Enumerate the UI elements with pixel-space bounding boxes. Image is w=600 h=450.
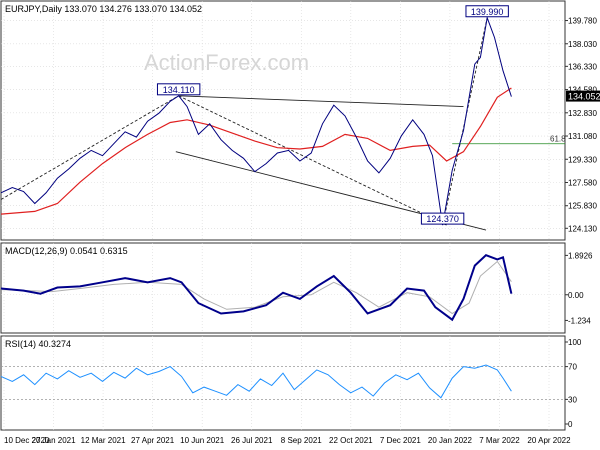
macd-axis-ticks: 1.8926 0.00 -1.234 [565, 251, 593, 325]
y-tick-label: 131.080 [568, 132, 597, 141]
y-tick-label: 125.830 [568, 202, 597, 211]
y-tick-label: 30 [568, 395, 577, 404]
x-tick-label: 20 Jan 2022 [428, 436, 473, 445]
macd-panel: 1.8926 0.00 -1.234 MACD(12,26,9) 0.0541 0.… [0, 242, 593, 334]
price-annotation-label: 139.990 [471, 7, 504, 17]
y-tick-label: 134.580 [568, 86, 597, 95]
y-tick-label: 127.580 [568, 178, 597, 187]
y-tick-label: 136.330 [568, 62, 597, 71]
x-tick-label: 27 Apr 2021 [131, 436, 175, 445]
y-tick-label: 129.330 [568, 155, 597, 164]
x-tick-label: 8 Sep 2021 [281, 436, 322, 445]
x-tick-label: 20 Apr 2022 [527, 436, 571, 445]
macd-panel-title: MACD(12,26,9) 0.0541 0.6315 [5, 246, 128, 256]
y-tick-label: 100 [568, 338, 582, 347]
price-annotation-label: 134.110 [163, 85, 195, 95]
price-annotation-box [156, 83, 201, 96]
x-tick-label: 12 Mar 2021 [81, 436, 126, 445]
macd-signal-line [0, 260, 512, 315]
y-tick-label: 0.00 [568, 291, 584, 300]
y-tick-label: 124.130 [568, 224, 597, 233]
y-tick-label: 138.030 [568, 40, 597, 49]
x-tick-label: 27 Jan 2021 [32, 436, 77, 445]
price-annotation-box [465, 5, 509, 18]
y-tick-label: 0 [568, 420, 573, 429]
price-annotation-box [420, 212, 465, 225]
x-tick-label: 26 Jul 2021 [231, 436, 273, 445]
rsi-line [0, 364, 512, 399]
price-panel-title: EURJPY,Daily 133.070 134.276 133.070 134… [5, 4, 202, 14]
x-tick-label: 22 Oct 2021 [329, 436, 373, 445]
rsi-panel: 100 70 30 0 RSI(14) 40.3274 [0, 335, 582, 431]
rsi-axis-ticks: 100 70 30 0 [565, 338, 582, 429]
price-axis-ticks: 139.780 138.030 136.330 134.580 132.830 131.0… [565, 17, 597, 233]
price-grid [1, 1, 565, 240]
price-series-line [0, 15, 512, 226]
y-tick-label: 1.8926 [568, 251, 593, 260]
rsi-panel-title: RSI(14) 40.3274 [5, 339, 71, 349]
rsi-panel-frame [0, 335, 566, 431]
moving-average-line [0, 87, 512, 215]
x-tick-label: 10 Dec 2020 [4, 436, 50, 445]
y-tick-label: 70 [568, 363, 577, 372]
y-tick-label: 132.830 [568, 109, 597, 118]
price-panel-frame [0, 0, 566, 241]
macd-panel-frame [0, 242, 566, 334]
trendline [178, 95, 447, 226]
x-tick-label: 10 Jun 2021 [180, 436, 225, 445]
trendline [178, 95, 464, 108]
y-tick-label: -1.234 [568, 316, 591, 325]
price-panel: ActionForex.com 139.780 138.030 136.330 134… [0, 0, 600, 241]
y-tick-label: 139.780 [568, 17, 597, 26]
last-price-label: 134.052 [568, 92, 600, 102]
trendline [0, 95, 179, 200]
last-price-marker: 134.052 [566, 90, 600, 102]
rsi-grid [1, 336, 565, 430]
price-annotations: 134.110 139.990 124.370 [156, 5, 509, 225]
watermark: ActionForex.com [144, 50, 309, 75]
price-annotation-label: 124.370 [426, 214, 459, 224]
macd-line [0, 254, 513, 322]
x-tick-label: 7 Dec 2021 [380, 436, 421, 445]
x-tick-label: 7 Mar 2022 [479, 436, 520, 445]
last-price-box [566, 90, 600, 102]
fib-618-label: 61.8 [550, 135, 566, 144]
